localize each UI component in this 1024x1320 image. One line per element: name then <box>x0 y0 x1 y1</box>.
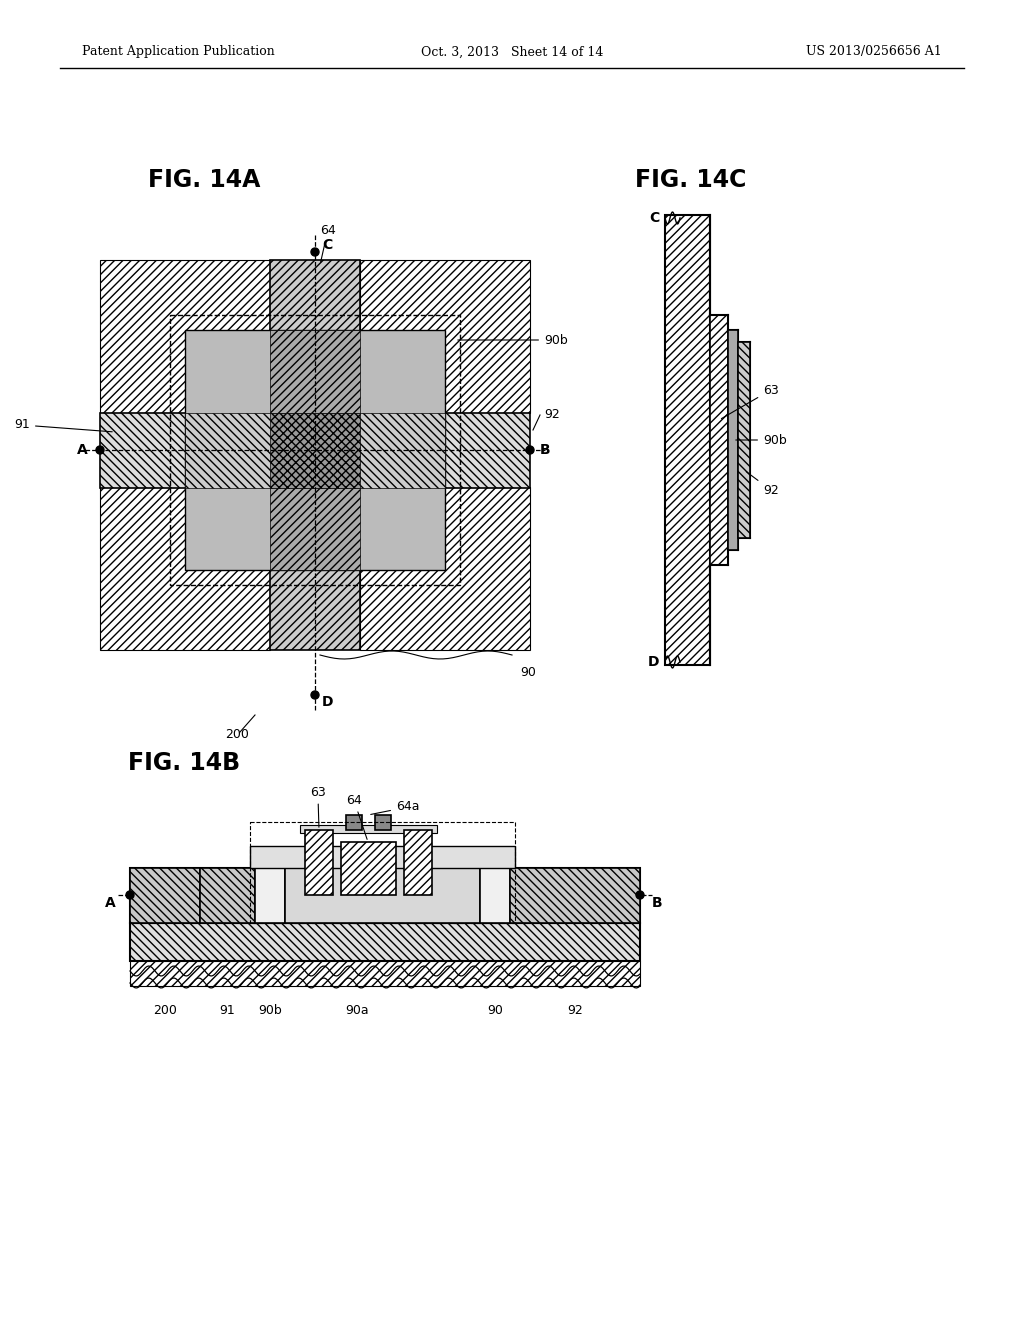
Bar <box>728 330 738 550</box>
Text: 90b: 90b <box>258 1005 282 1018</box>
Text: 92: 92 <box>544 408 560 421</box>
Bar <box>130 923 640 961</box>
Text: 64a: 64a <box>371 800 420 814</box>
Text: FIG. 14C: FIG. 14C <box>635 168 746 191</box>
Bar <box>480 869 510 923</box>
Text: 90a: 90a <box>345 1005 369 1018</box>
Text: US 2013/0256656 A1: US 2013/0256656 A1 <box>806 45 942 58</box>
Bar <box>360 260 530 413</box>
Bar <box>305 830 333 895</box>
Bar <box>100 413 530 488</box>
Text: 92: 92 <box>746 471 778 496</box>
Text: 200: 200 <box>225 729 249 742</box>
Text: C: C <box>649 211 659 224</box>
Bar <box>100 487 270 649</box>
Bar <box>250 822 515 923</box>
Text: 90b: 90b <box>736 433 786 446</box>
Text: 90b: 90b <box>458 334 567 346</box>
Text: 92: 92 <box>567 1005 583 1018</box>
Circle shape <box>311 248 319 256</box>
Bar <box>185 330 445 570</box>
Bar <box>200 869 255 923</box>
Text: 90: 90 <box>520 665 536 678</box>
Text: Patent Application Publication: Patent Application Publication <box>82 45 274 58</box>
Text: 64: 64 <box>346 793 368 840</box>
Text: 64: 64 <box>319 223 336 263</box>
Bar <box>510 869 640 923</box>
Bar <box>341 842 396 895</box>
Bar <box>100 260 270 413</box>
Bar <box>130 961 640 986</box>
Text: B: B <box>540 444 551 457</box>
Text: 91: 91 <box>219 1005 234 1018</box>
Text: A: A <box>77 444 88 457</box>
Bar <box>130 869 200 923</box>
Bar <box>250 846 515 869</box>
Text: A: A <box>105 896 116 909</box>
Bar <box>300 825 437 833</box>
Bar <box>285 869 480 923</box>
Text: C: C <box>322 238 332 252</box>
Text: 90: 90 <box>487 1005 503 1018</box>
Text: Oct. 3, 2013   Sheet 14 of 14: Oct. 3, 2013 Sheet 14 of 14 <box>421 45 603 58</box>
Circle shape <box>311 690 319 700</box>
Text: B: B <box>652 896 663 909</box>
Text: 200: 200 <box>153 1005 177 1018</box>
Text: FIG. 14B: FIG. 14B <box>128 751 240 775</box>
Circle shape <box>636 891 644 899</box>
Bar <box>346 814 362 830</box>
Bar <box>270 260 360 649</box>
Bar <box>130 869 640 923</box>
Bar <box>255 869 285 923</box>
Text: D: D <box>647 655 659 669</box>
Text: D: D <box>322 696 334 709</box>
Text: 91: 91 <box>14 418 113 432</box>
Bar <box>710 315 728 565</box>
Text: 63: 63 <box>721 384 778 418</box>
Bar <box>665 215 710 665</box>
Bar <box>270 330 360 570</box>
Bar <box>375 814 391 830</box>
Bar <box>170 315 460 585</box>
Text: 63: 63 <box>310 785 326 828</box>
Bar <box>404 830 432 895</box>
Circle shape <box>526 446 534 454</box>
Bar <box>270 413 360 488</box>
Bar <box>738 342 750 539</box>
Circle shape <box>126 891 134 899</box>
Bar <box>185 413 445 488</box>
Text: FIG. 14A: FIG. 14A <box>148 168 260 191</box>
Bar <box>360 487 530 649</box>
Circle shape <box>96 446 104 454</box>
